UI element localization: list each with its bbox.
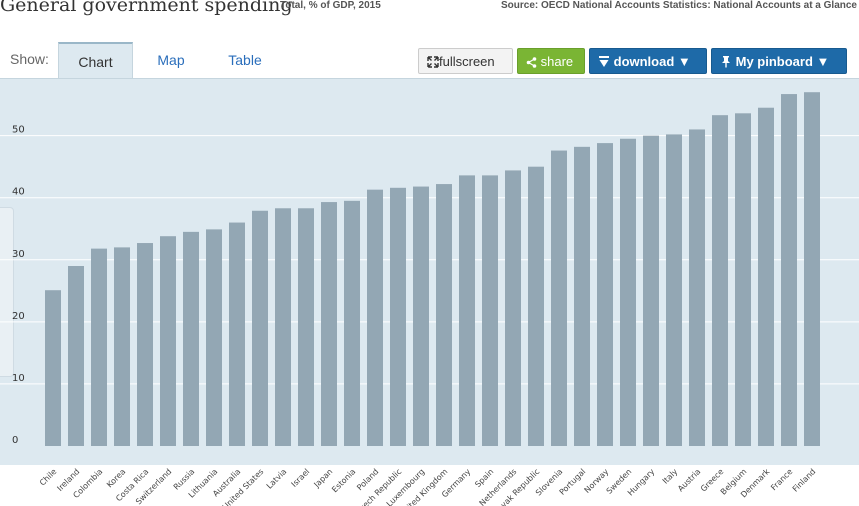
bar[interactable] [367, 189, 383, 446]
fullscreen-icon [427, 54, 439, 69]
bar[interactable] [804, 92, 820, 446]
bar[interactable] [45, 290, 61, 446]
fullscreen-label: fullscreen [439, 54, 495, 69]
bar[interactable] [528, 166, 544, 447]
y-tick-label: 40 [12, 187, 25, 198]
x-tick-label: Latvia [265, 467, 289, 491]
fullscreen-button[interactable]: fullscreen [418, 48, 513, 74]
download-icon [598, 54, 610, 69]
share-icon [526, 54, 537, 69]
show-label: Show: [10, 51, 49, 67]
chart-header: General government spending Total, % of … [0, 0, 859, 40]
tab-chart-label: Chart [78, 54, 113, 70]
bar[interactable] [551, 150, 567, 446]
bar[interactable] [275, 208, 291, 446]
bar[interactable] [137, 243, 153, 446]
caret-down-icon: ▼ [677, 54, 691, 69]
bars [45, 92, 820, 447]
bar[interactable] [758, 107, 774, 447]
bar[interactable] [643, 135, 659, 446]
y-tick-label: 30 [12, 249, 25, 260]
bar[interactable] [597, 143, 613, 446]
share-label: share [540, 54, 574, 69]
bar[interactable] [781, 94, 797, 446]
toolbar: Show: Chart Map Table fullscreen share d… [0, 42, 859, 78]
x-tick-label: Austria [676, 467, 702, 493]
download-button[interactable]: download ▼ [589, 48, 707, 74]
bar[interactable] [620, 138, 636, 447]
y-tick-label: 0 [12, 435, 18, 446]
chart-source: Source: OECD National Accounts Statistic… [500, 0, 857, 11]
tab-table-label: Table [228, 52, 262, 68]
bar[interactable] [689, 129, 705, 446]
chart-title: General government spending [0, 0, 293, 16]
tab-table[interactable]: Table [210, 42, 280, 78]
x-tick-label: Italy [661, 467, 680, 486]
pinboard-button[interactable]: My pinboard ▼ [711, 48, 847, 74]
bar[interactable] [574, 146, 590, 446]
bar[interactable] [505, 170, 521, 446]
tab-map-label: Map [157, 52, 185, 68]
y-tick-label: 20 [12, 311, 25, 322]
bar[interactable] [68, 266, 84, 446]
tab-map[interactable]: Map [138, 42, 204, 78]
tab-chart[interactable]: Chart [58, 42, 133, 78]
x-tick-label: Chile [38, 467, 59, 488]
x-tick-label: Estonia [330, 467, 357, 494]
bar[interactable] [298, 208, 314, 446]
y-tick-label: 50 [12, 125, 25, 136]
bar[interactable] [482, 175, 498, 446]
bar[interactable] [436, 184, 452, 446]
bar[interactable] [91, 248, 107, 446]
bar[interactable] [321, 202, 337, 446]
x-tick-label: Finland [791, 467, 818, 494]
pin-icon [720, 54, 732, 69]
chart-subtitle: Total, % of GDP, 2015 [280, 0, 381, 11]
y-tick-label: 10 [12, 373, 25, 384]
bar[interactable] [183, 231, 199, 446]
bar[interactable] [413, 186, 429, 446]
x-tick-label: Israel [290, 467, 312, 489]
bar[interactable] [160, 236, 176, 446]
bar[interactable] [459, 175, 475, 446]
side-panel-handle[interactable] [0, 207, 14, 377]
download-label: download [613, 54, 675, 69]
bar[interactable] [229, 222, 245, 446]
bar[interactable] [344, 200, 360, 446]
bar[interactable] [712, 115, 728, 446]
bar[interactable] [735, 113, 751, 446]
caret-down-icon: ▼ [816, 54, 830, 69]
bar[interactable] [666, 134, 682, 446]
share-button[interactable]: share [517, 48, 585, 74]
bar[interactable] [114, 247, 130, 446]
bar[interactable] [252, 210, 268, 446]
pinboard-label: My pinboard [735, 54, 813, 69]
bar[interactable] [390, 187, 406, 447]
bar[interactable] [206, 229, 222, 446]
